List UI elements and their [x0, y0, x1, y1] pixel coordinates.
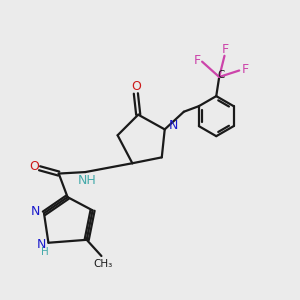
Text: N: N [168, 119, 178, 132]
Text: CH₃: CH₃ [93, 259, 112, 269]
Text: F: F [221, 44, 229, 56]
Text: F: F [242, 62, 249, 76]
Text: N: N [31, 205, 40, 218]
Text: N: N [36, 238, 46, 251]
Text: O: O [29, 160, 39, 173]
Text: NH: NH [78, 174, 97, 187]
Text: H: H [41, 247, 49, 256]
Text: F: F [193, 54, 200, 67]
Text: C: C [217, 70, 224, 80]
Text: O: O [131, 80, 141, 94]
